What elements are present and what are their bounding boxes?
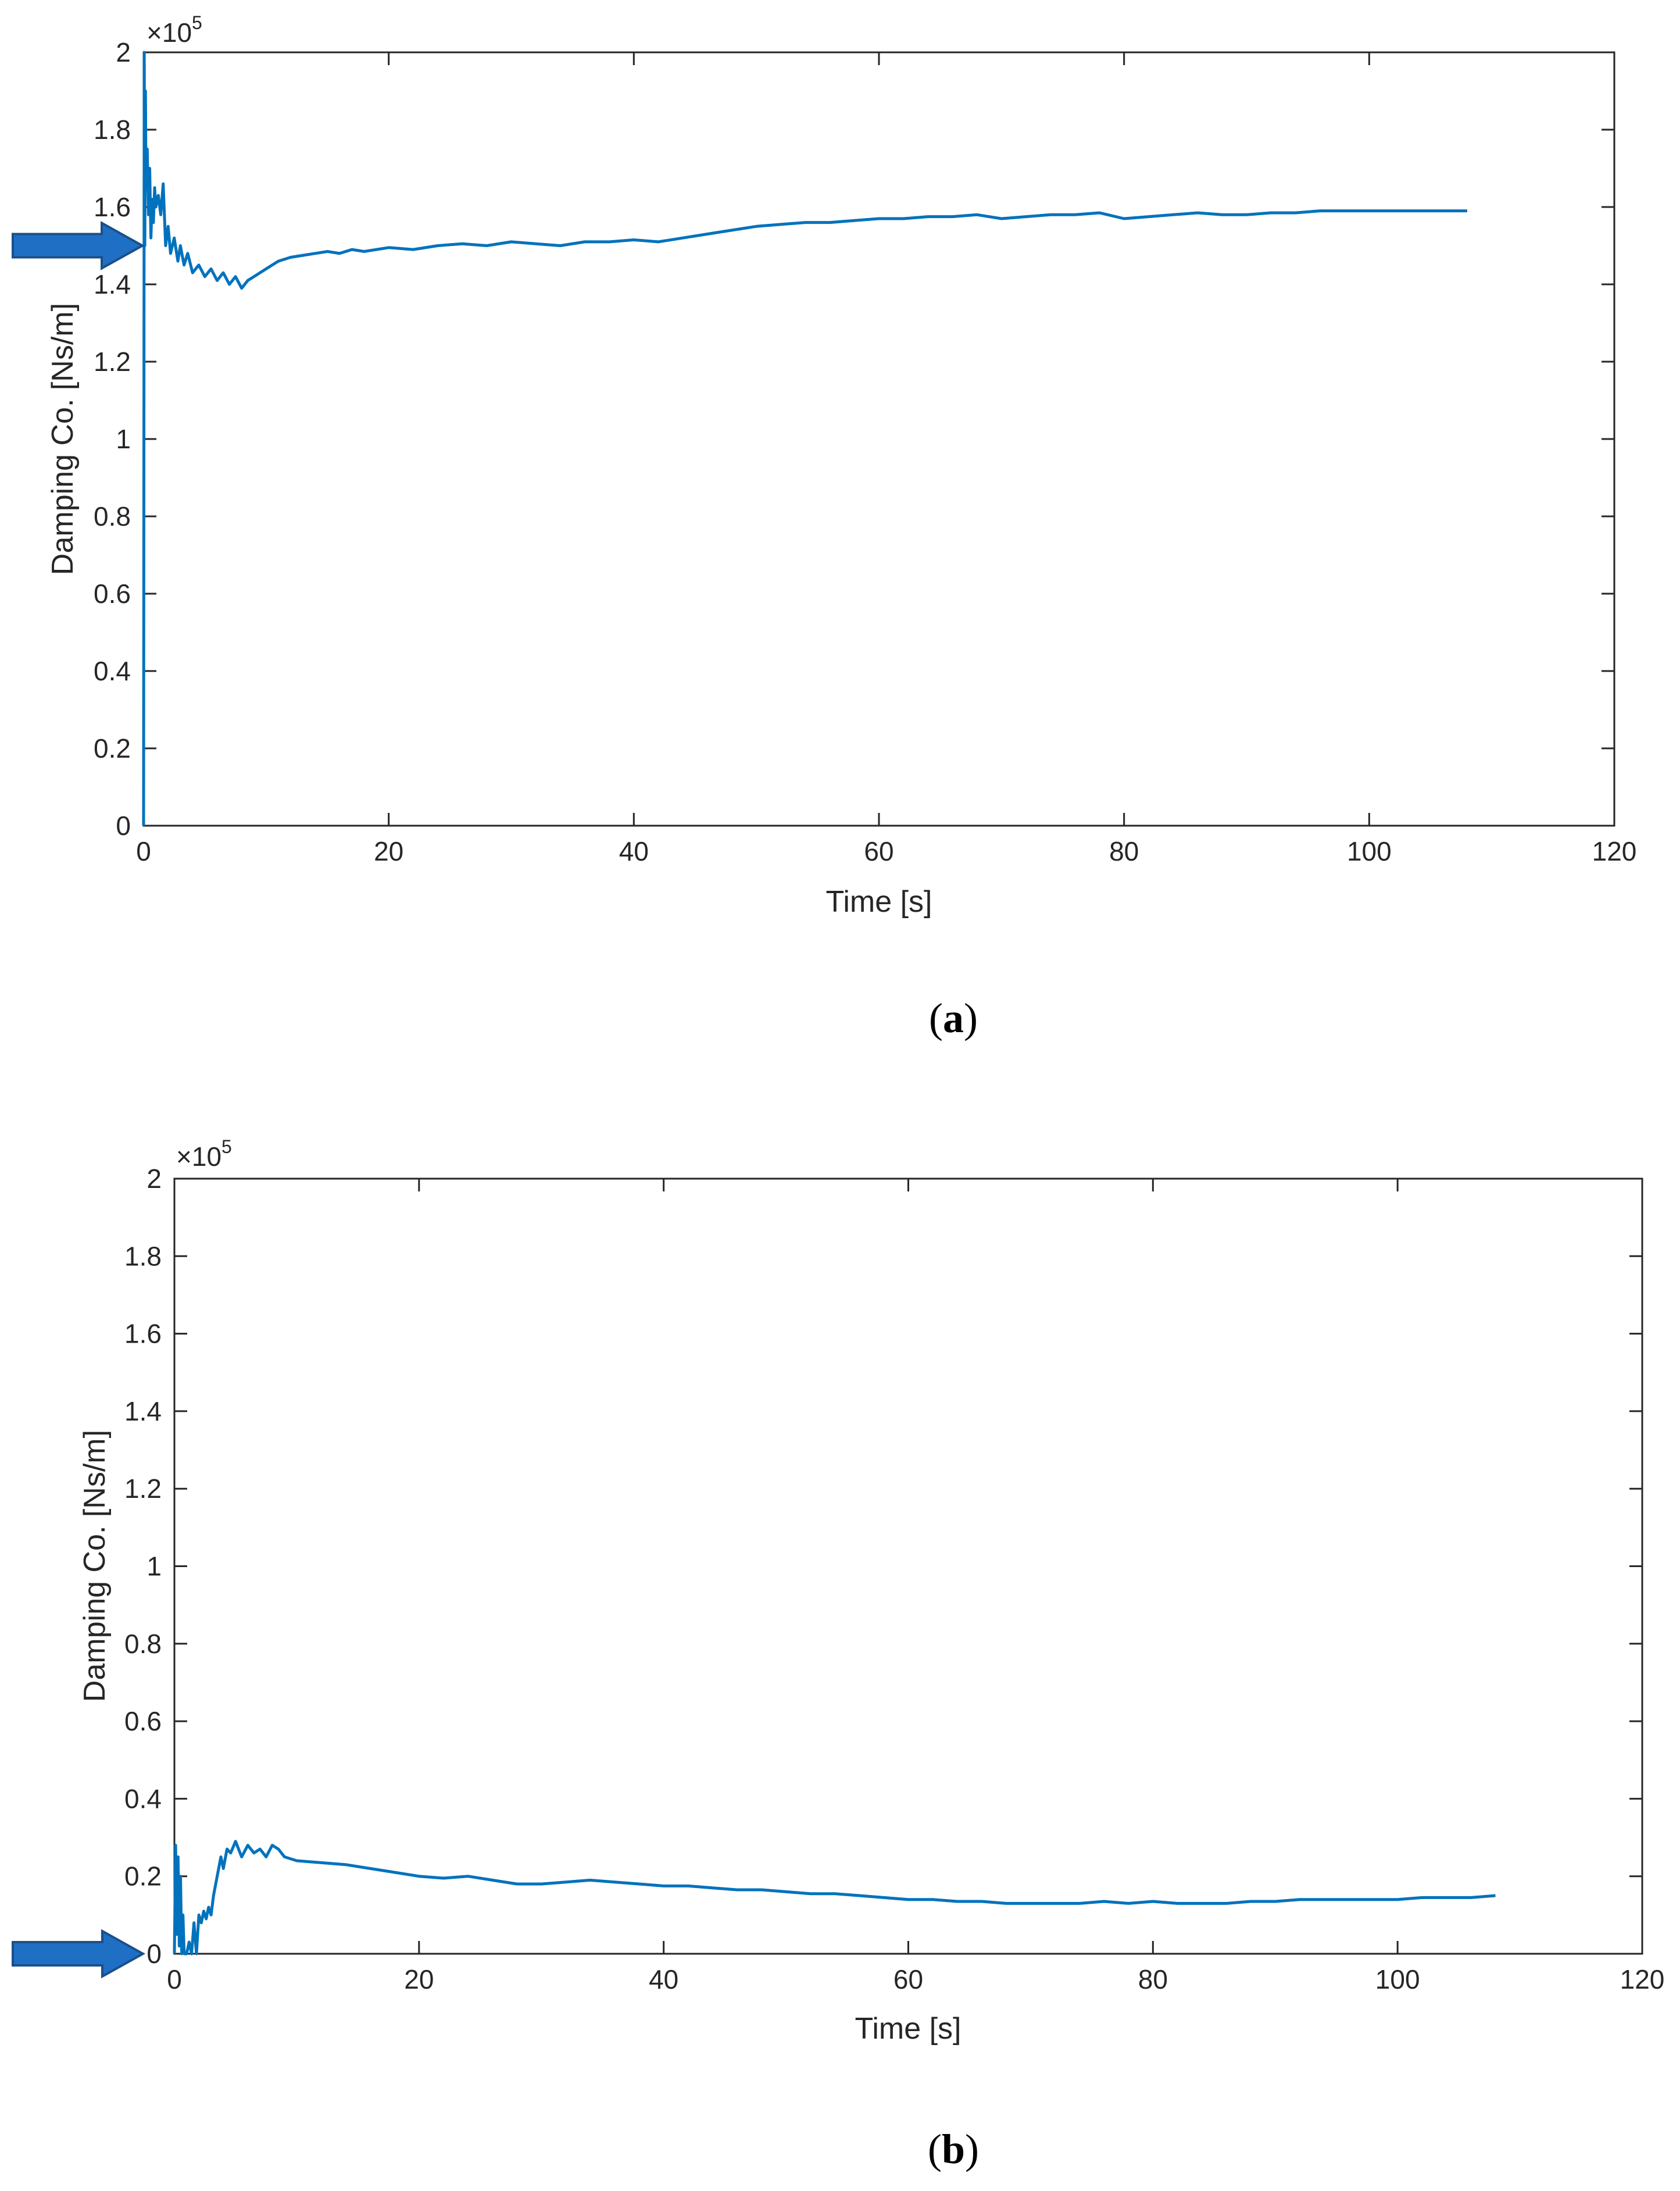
y-ticks-a: 0 0.2 0.4 0.6 0.8 1 1.2 1.4 1.6 1.8 2 [94,37,1614,841]
x-tick-label-b-1: 20 [404,1964,434,1994]
x-tick-label-a-5: 100 [1347,836,1392,866]
damping-line-b [173,1840,1496,1956]
y-tick-label-b-8: 1.6 [124,1319,162,1349]
arrow-marker-a [12,221,145,270]
arrow-marker-b [12,1929,146,1979]
y-ticks-b: 0 0.2 0.4 0.6 0.8 1 1.2 1.4 1.6 1.8 2 [124,1164,1642,1969]
y-exponent-a: ×105 [146,12,202,48]
x-ticks-a: 0 20 40 60 80 100 120 [136,52,1636,866]
x-tick-label-a-0: 0 [136,836,151,866]
x-tick-label-b-6: 120 [1620,1964,1665,1994]
x-tick-label-a-6: 120 [1592,836,1637,866]
caption-b: (b) [928,2126,979,2172]
y-tick-label-b-9: 1.8 [124,1241,162,1271]
x-tick-label-a-2: 40 [619,836,649,866]
x-tick-label-a-1: 20 [374,836,403,866]
plot-area-b [173,1177,1643,1955]
y-tick-label-a-7: 1.4 [94,269,131,299]
y-tick-label-b-0: 0 [146,1939,162,1969]
x-tick-label-b-3: 60 [893,1964,923,1994]
x-axis-label-b: Time [s] [855,2012,961,2046]
y-tick-label-b-10: 2 [146,1164,162,1194]
x-tick-label-a-3: 60 [864,836,893,866]
x-tick-label-b-2: 40 [649,1964,678,1994]
y-tick-label-a-1: 0.2 [94,733,131,763]
y-axis-label-a: Damping Co. [Ns/m] [46,303,80,575]
x-tick-label-a-4: 80 [1109,836,1139,866]
y-tick-label-a-3: 0.6 [94,579,131,609]
y-tick-label-a-4: 0.8 [94,501,131,531]
y-tick-label-b-3: 0.6 [124,1706,162,1736]
panel-a: 0 20 40 60 80 100 120 0 0.2 0.4 0.6 0.8 1 1.2 1.4 1.6 1… [12,12,1636,1041]
panel-b: 0 20 40 60 80 100 120 0 0.2 0.4 0.6 0.8 1 1.2 1.4 1.6 1… [12,1136,1664,2172]
x-ticks-b: 0 20 40 60 80 100 120 [167,1179,1664,1994]
y-tick-label-a-9: 1.8 [94,115,131,145]
y-tick-label-b-7: 1.4 [124,1396,162,1426]
y-tick-label-a-6: 1.2 [94,347,131,377]
y-tick-label-b-5: 1 [146,1551,162,1582]
y-exponent-b: ×105 [176,1136,232,1172]
caption-a: (a) [929,995,978,1041]
y-tick-label-a-8: 1.6 [94,192,131,222]
y-tick-label-b-1: 0.2 [124,1861,162,1892]
x-axis-label-a: Time [s] [826,885,932,919]
y-tick-label-a-5: 1 [116,424,131,454]
y-tick-label-b-2: 0.4 [124,1783,162,1814]
y-axis-label-b: Damping Co. [Ns/m] [78,1430,112,1702]
x-tick-label-b-4: 80 [1138,1964,1168,1994]
y-tick-label-a-10: 2 [116,37,131,67]
y-tick-label-b-6: 1.2 [124,1473,162,1504]
y-tick-label-a-2: 0.4 [94,656,131,686]
plot-area-a [142,51,1615,827]
x-tick-label-b-5: 100 [1375,1964,1420,1994]
damping-line-a [142,51,1467,826]
y-tick-label-b-4: 0.8 [124,1629,162,1659]
x-tick-label-b-0: 0 [167,1964,182,1994]
y-tick-label-a-0: 0 [116,811,131,841]
